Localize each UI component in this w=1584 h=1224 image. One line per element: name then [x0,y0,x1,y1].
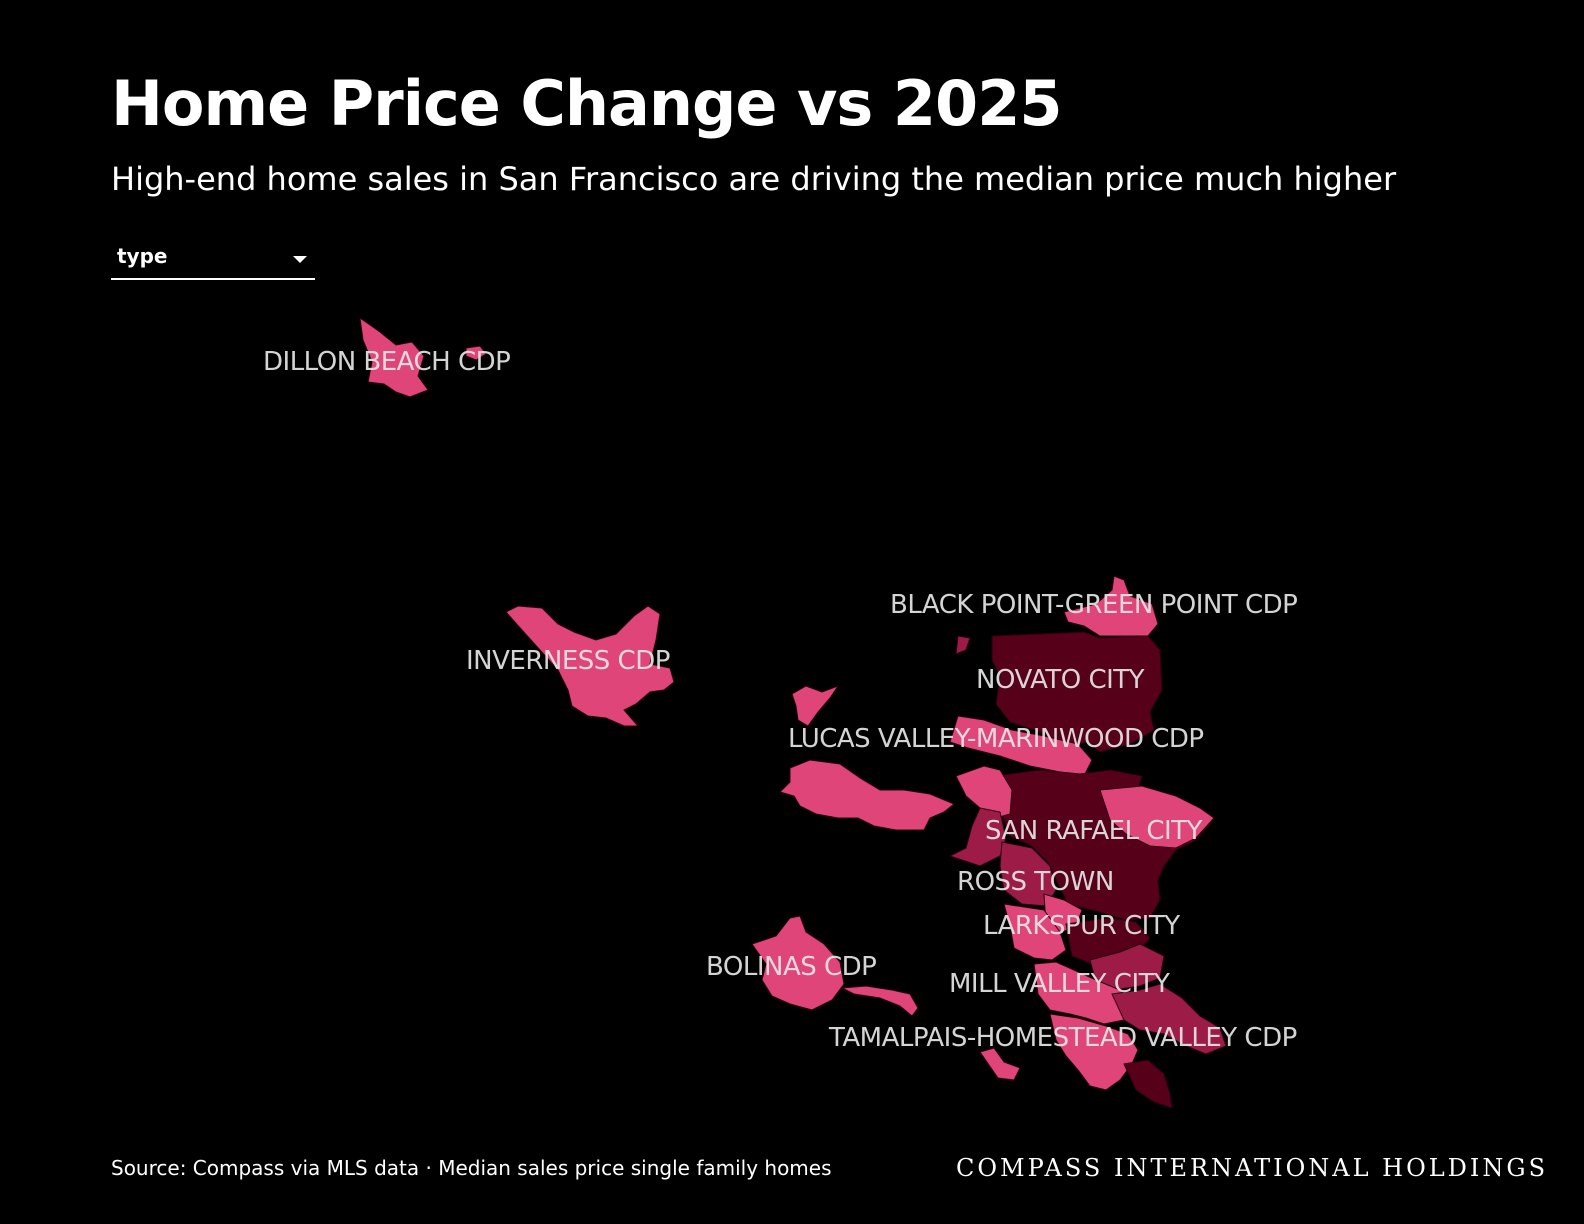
type-dropdown-value: type [117,244,168,268]
region-san-rafael[interactable] [948,765,1215,921]
source-note: Source: Compass via MLS data · Median sa… [111,1156,832,1180]
region-dillon-beach[interactable] [359,316,487,398]
map-label-lucas-valley-marinwood: LUCAS VALLEY-MARINWOOD CDP [788,724,1204,754]
region-bolinas[interactable] [751,915,919,1017]
region-black-point-green-point[interactable] [955,575,1159,655]
region-mill-valley[interactable] [1033,961,1227,1055]
map-label-bolinas: BOLINAS CDP [706,952,876,982]
region-larkspur[interactable] [1003,903,1165,991]
page-subtitle: High-end home sales in San Francisco are… [111,160,1397,198]
map-label-inverness: INVERNESS CDP [466,646,670,676]
chevron-down-icon [293,256,307,263]
map-label-dillon-beach: DILLON BEACH CDP [263,347,510,377]
map-label-black-point-green-point: BLACK POINT-GREEN POINT CDP [890,590,1297,620]
region-west-marin[interactable] [779,684,955,831]
map-label-mill-valley: MILL VALLEY CITY [949,969,1170,999]
map-label-san-rafael: SAN RAFAEL CITY [985,816,1203,846]
map-label-tamalpais-homestead-valley: TAMALPAIS-HOMESTEAD VALLEY CDP [828,1023,1297,1053]
map-label-ross: ROSS TOWN [957,867,1114,897]
region-novato[interactable] [991,631,1163,753]
brand-logo: COMPASS INTERNATIONAL HOLDINGS [956,1154,1549,1182]
type-dropdown[interactable]: type [111,240,315,280]
region-inverness[interactable] [505,605,675,727]
map-label-novato: NOVATO CITY [976,665,1145,695]
map-label-larkspur: LARKSPUR CITY [983,911,1180,941]
region-tamalpais-homestead-valley[interactable] [979,1013,1173,1109]
page-title: Home Price Change vs 2025 [111,67,1062,140]
